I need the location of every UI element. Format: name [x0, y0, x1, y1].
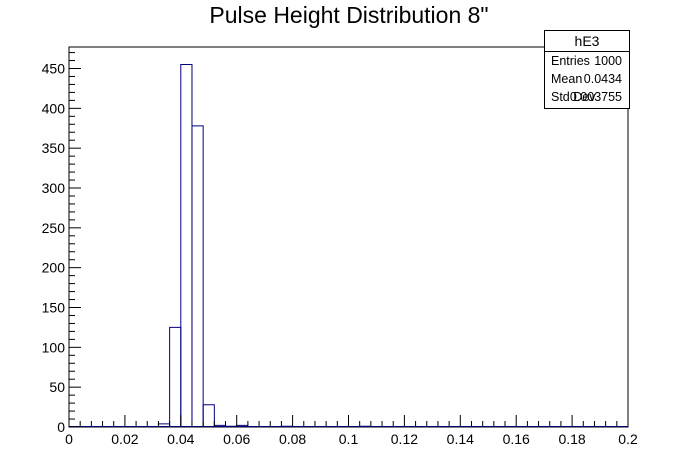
stats-row-entries: Entries 1000: [545, 52, 629, 70]
stats-box-name: hE3: [545, 31, 629, 52]
x-tick-label: 0.08: [279, 431, 306, 447]
x-tick-label: 0.18: [558, 431, 585, 447]
stats-label: Std Dev: [551, 90, 596, 104]
y-tick-label: 200: [42, 260, 66, 276]
x-tick-label: 0.02: [111, 431, 138, 447]
stats-row-stddev: Std Dev 0.003755: [545, 88, 629, 106]
y-tick-label: 100: [42, 339, 66, 355]
stats-label: Mean: [551, 72, 583, 86]
y-tick-label: 150: [42, 300, 66, 316]
histogram-bin: [169, 326, 182, 427]
stats-row-mean: Mean 0.0434: [545, 70, 629, 88]
x-tick-label: 0.16: [503, 431, 530, 447]
y-tick-label: 50: [49, 379, 65, 395]
stats-value: 1000: [594, 54, 622, 68]
x-tick-label: 0.14: [447, 431, 474, 447]
stats-label: Entries: [551, 54, 590, 68]
y-tick-label: 400: [42, 100, 66, 116]
histogram-bins: [69, 64, 628, 427]
y-tick-label: 300: [42, 180, 66, 196]
x-tick-label: 0: [65, 431, 73, 447]
x-tick-label: 0.12: [391, 431, 418, 447]
x-tick-label: 0.2: [618, 431, 638, 447]
histogram-bin: [180, 64, 193, 427]
stats-box: hE3 Entries 1000 Mean 0.0434 Std Dev 0.0…: [544, 30, 630, 109]
y-tick-label: 350: [42, 140, 66, 156]
y-tick-label: 0: [57, 419, 65, 435]
tick-marks: [68, 52, 629, 428]
y-tick-label: 450: [42, 61, 66, 77]
stats-value: 0.0434: [583, 72, 622, 86]
y-tick-label: 250: [42, 220, 66, 236]
stats-value: 0.003755: [569, 90, 622, 104]
tick-labels: 0 0.02 0.04 0.06 0.08 0.1 0.12 0.14 0.16 0.18 0.2 0…: [42, 61, 638, 447]
x-tick-label: 0.06: [223, 431, 250, 447]
x-tick-label: 0.04: [167, 431, 194, 447]
histogram-bin: [202, 404, 215, 427]
x-tick-label: 0.1: [339, 431, 359, 447]
chart-title: Pulse Height Distribution 8": [209, 2, 489, 28]
histogram-bin: [191, 125, 204, 427]
